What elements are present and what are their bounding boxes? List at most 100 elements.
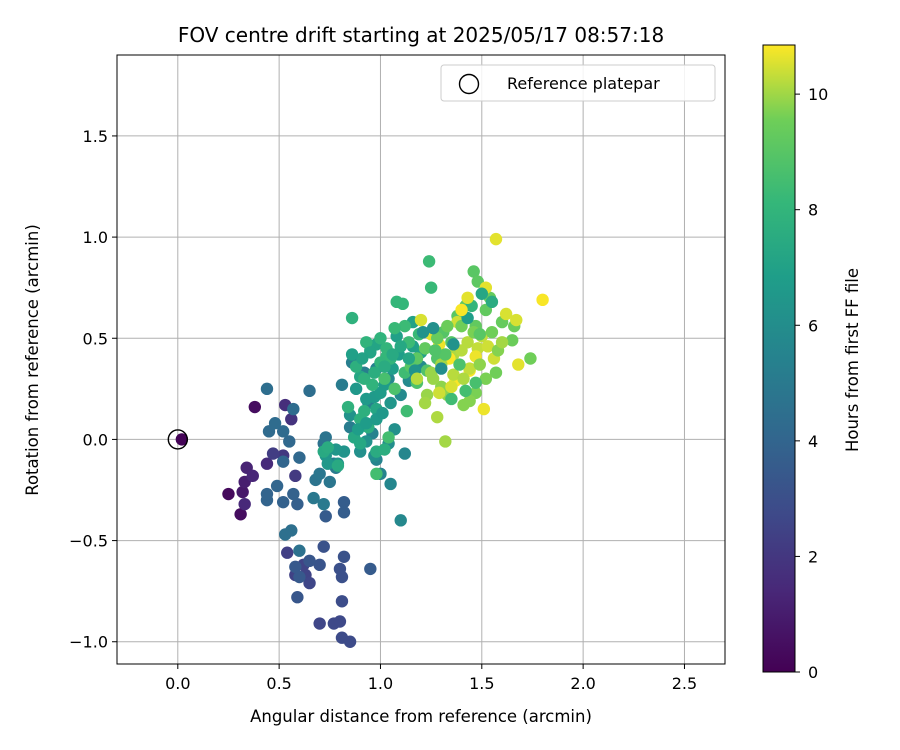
- data-point: [439, 435, 452, 448]
- data-point: [317, 497, 330, 511]
- data-point: [321, 441, 334, 454]
- data-point: [313, 617, 326, 630]
- data-point: [431, 332, 444, 345]
- legend-box: [440, 64, 716, 102]
- data-point: [276, 425, 290, 438]
- data-point: [246, 469, 259, 483]
- data-point: [331, 459, 345, 472]
- data-point: [426, 321, 440, 335]
- legend-marker-reference: [458, 73, 480, 95]
- x-tick-label: 2.0: [570, 674, 595, 693]
- data-point: [291, 591, 304, 604]
- data-point: [335, 595, 349, 608]
- data-point: [447, 338, 460, 351]
- data-point: [461, 336, 474, 349]
- grid: [117, 55, 725, 664]
- data-point: [477, 402, 491, 416]
- data-point: [469, 376, 482, 389]
- data-point: [337, 495, 351, 509]
- data-point: [400, 404, 414, 418]
- colorbar-gradient: [762, 44, 796, 673]
- colorbar-tick-label: 10: [808, 85, 828, 104]
- data-point: [447, 368, 460, 381]
- data-point: [319, 431, 332, 444]
- data-point: [439, 348, 452, 361]
- data-point: [293, 570, 306, 584]
- data-point: [431, 410, 444, 424]
- data-point: [356, 352, 369, 365]
- data-point: [303, 554, 316, 568]
- colorbar-tick-label: 6: [808, 316, 818, 335]
- data-point: [536, 293, 549, 307]
- data-point: [396, 297, 409, 311]
- x-tick-label: 0.0: [165, 674, 190, 693]
- data-point: [374, 332, 387, 345]
- data-point: [343, 635, 357, 648]
- data-point: [473, 328, 486, 341]
- data-point: [323, 475, 336, 489]
- data-point: [388, 321, 401, 335]
- data-point: [510, 313, 523, 327]
- colorbar-label: Hours from first FF file: [843, 268, 862, 452]
- data-point: [281, 546, 294, 559]
- data-point: [394, 514, 407, 527]
- data-point: [512, 358, 525, 371]
- data-point: [307, 491, 320, 505]
- data-point: [287, 402, 300, 416]
- data-point: [386, 348, 399, 361]
- data-point: [349, 382, 363, 396]
- data-point: [293, 451, 306, 464]
- data-point: [270, 479, 284, 493]
- data-point: [175, 433, 189, 446]
- data-point: [382, 431, 395, 444]
- data-point: [384, 396, 397, 410]
- data-point: [268, 417, 282, 430]
- colorbar-tick-label: 8: [808, 201, 818, 220]
- data-point: [333, 615, 347, 628]
- data-point: [506, 334, 519, 347]
- data-point: [453, 358, 466, 371]
- data-point: [287, 487, 300, 501]
- data-point: [479, 372, 493, 385]
- data-point: [463, 362, 476, 375]
- data-point: [424, 366, 438, 379]
- data-point: [378, 443, 391, 456]
- data-point: [222, 487, 235, 501]
- data-point: [303, 384, 316, 398]
- x-tick-label: 1.5: [469, 674, 494, 693]
- data-point: [248, 400, 262, 414]
- data-point: [285, 412, 298, 426]
- data-point: [410, 372, 424, 385]
- data-point: [236, 485, 249, 499]
- data-point: [489, 232, 503, 246]
- data-point: [260, 382, 274, 396]
- data-point: [461, 291, 474, 304]
- data-point: [289, 560, 302, 574]
- y-axis-label: Rotation from reference (arcmin): [23, 224, 42, 496]
- data-point: [283, 435, 296, 448]
- data-point: [455, 303, 468, 317]
- data-point: [433, 386, 446, 400]
- data-point: [457, 398, 470, 412]
- data-point: [317, 540, 330, 553]
- data-point: [370, 467, 383, 481]
- data-point: [414, 313, 428, 327]
- chart-title: FOV centre drift starting at 2025/05/17 …: [178, 23, 664, 47]
- y-tick-label: 1.5: [83, 127, 108, 146]
- data-point: [276, 495, 290, 509]
- data-point: [422, 255, 436, 268]
- data-point: [337, 550, 351, 563]
- data-point: [489, 366, 503, 379]
- data-point: [384, 477, 397, 491]
- colorbar: 0 2 4 6 8 10 Hours from first FF file: [762, 44, 862, 682]
- y-tick-label: 0.0: [83, 430, 108, 449]
- x-tick-label: 0.5: [266, 674, 291, 693]
- colorbar-tick-label: 2: [808, 547, 818, 566]
- data-point: [457, 372, 470, 385]
- data-point: [319, 510, 332, 523]
- data-point: [333, 562, 347, 576]
- y-tick-label: −0.5: [69, 532, 108, 551]
- y-tick-label: 1.0: [83, 228, 108, 247]
- data-point: [313, 467, 326, 481]
